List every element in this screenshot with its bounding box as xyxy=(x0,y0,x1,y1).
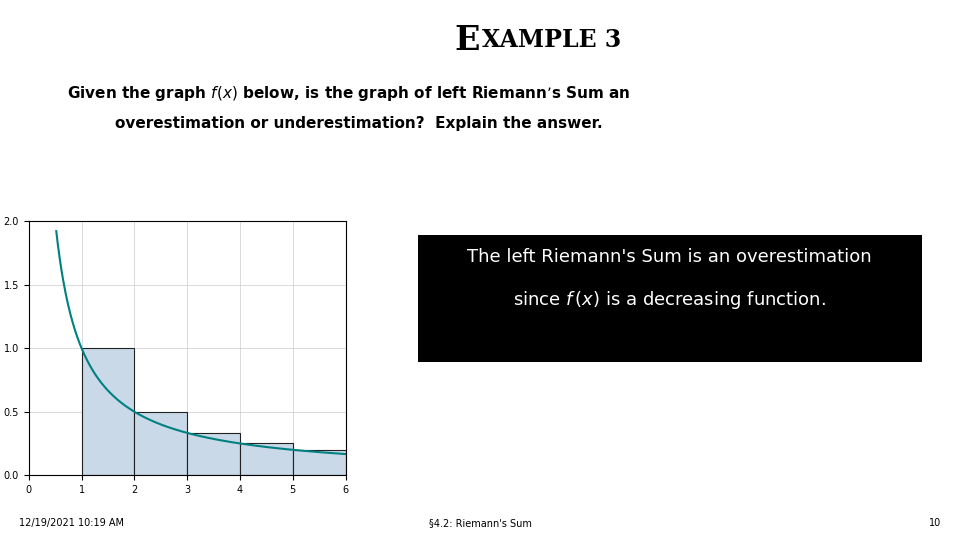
Text: The left Riemann's Sum is an overestimation: The left Riemann's Sum is an overestimat… xyxy=(468,248,872,266)
Text: 12/19/2021 10:19 AM: 12/19/2021 10:19 AM xyxy=(19,518,124,528)
Text: since $f\,(x)$ is a decreasing function.: since $f\,(x)$ is a decreasing function. xyxy=(513,289,827,311)
Bar xyxy=(187,433,240,475)
Text: E: E xyxy=(454,24,480,57)
Bar xyxy=(240,443,293,475)
Text: XAMPLE 3: XAMPLE 3 xyxy=(482,28,621,52)
Text: 10: 10 xyxy=(928,518,941,528)
Text: overestimation or underestimation?  Explain the answer.: overestimation or underestimation? Expla… xyxy=(115,116,603,131)
Text: Given the graph $f(x)$ below, is the graph of left Riemann’s Sum an: Given the graph $f(x)$ below, is the gra… xyxy=(67,84,631,103)
Text: §4.2: Riemann's Sum: §4.2: Riemann's Sum xyxy=(428,518,532,528)
Bar xyxy=(134,411,187,475)
Bar xyxy=(82,348,134,475)
Bar xyxy=(293,450,346,475)
